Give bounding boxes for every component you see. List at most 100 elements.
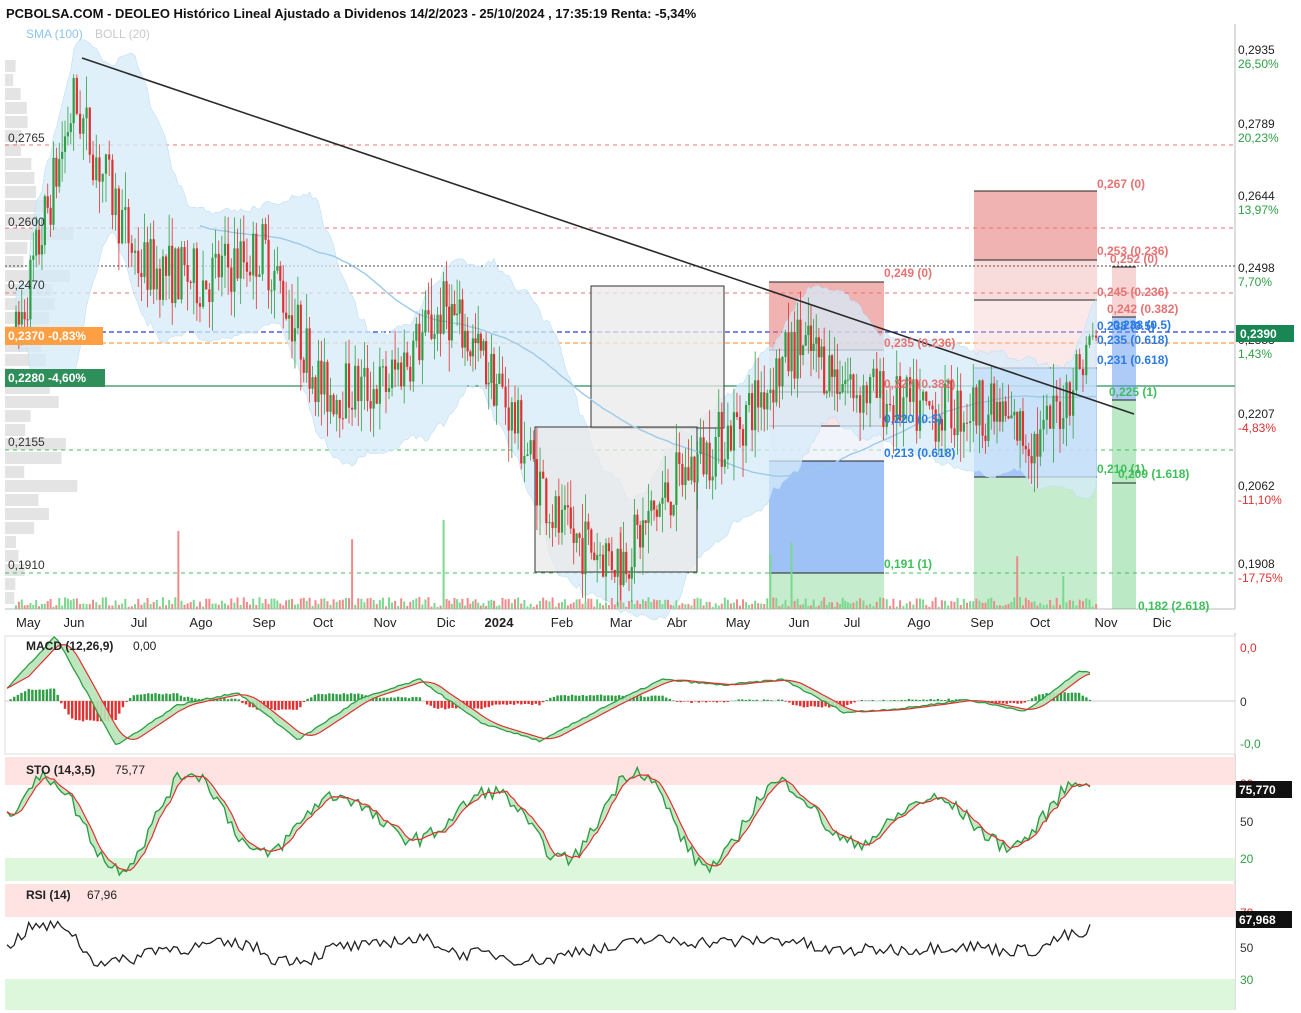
candle-body: [412, 340, 415, 382]
volume-bar: [52, 606, 55, 609]
volume-bar: [202, 606, 205, 609]
volume-bar: [940, 600, 943, 609]
candle-body: [809, 325, 813, 352]
candle-body: [146, 242, 149, 290]
fib-zone-green: [769, 573, 884, 609]
volume-bar: [607, 605, 610, 609]
macd-histogram-bar: [436, 701, 440, 709]
volume-bar: [1013, 597, 1016, 609]
fib-label: 0,225 (1): [1109, 385, 1157, 399]
volume-bar: [326, 601, 329, 609]
macd-histogram-bar: [241, 701, 244, 704]
candle-body: [833, 369, 836, 377]
volume-bar: [485, 605, 488, 609]
candle-body: [581, 537, 584, 575]
volume-profile-bar: [5, 158, 32, 170]
macd-histogram-bar: [67, 701, 70, 715]
candle-body: [1075, 354, 1078, 391]
volume-bar: [895, 606, 898, 609]
candle-body: [1085, 344, 1088, 376]
candle-body: [1078, 354, 1081, 369]
candle-body: [940, 419, 944, 431]
macd-histogram-bar: [81, 701, 85, 722]
macd-histogram-bar: [867, 700, 871, 701]
volume-bar: [40, 603, 43, 609]
volume-bar: [415, 598, 418, 609]
macd-histogram-bar: [799, 701, 802, 707]
candle-body: [647, 510, 650, 523]
green-price-tag: [5, 369, 105, 387]
macd-histogram-bar: [63, 701, 67, 709]
orange-price-tag-text: 0,2370 -0,83%: [8, 329, 86, 343]
volume-bar: [726, 599, 729, 609]
candle-body: [563, 505, 567, 510]
volume-profile-bar: [5, 214, 41, 226]
candle-body: [149, 239, 152, 290]
macd-histogram-bar: [1030, 698, 1034, 701]
volume-profile-bar: [5, 438, 66, 450]
candle-body: [415, 323, 418, 341]
candle-body: [302, 359, 305, 373]
candle-body: [846, 379, 849, 381]
macd-histogram-bar: [237, 699, 241, 701]
candle-body: [741, 429, 745, 446]
volume-bar: [384, 606, 387, 609]
macd-histogram-bar: [451, 701, 454, 708]
volume-bar: [919, 598, 922, 609]
candle-body: [799, 319, 802, 356]
candle-body: [477, 333, 480, 344]
volume-bar: [760, 603, 763, 609]
volume-bar: [323, 598, 326, 609]
macd-histogram-bar: [393, 697, 396, 701]
macd-histogram-bar: [306, 698, 309, 701]
volume-bar: [1059, 604, 1062, 609]
volume-bar: [532, 606, 535, 609]
macd-histogram-bar: [1059, 693, 1063, 701]
volume-bar: [448, 600, 451, 609]
candle-body: [751, 393, 754, 431]
volume-bar: [61, 605, 64, 609]
macd-histogram-bar: [889, 700, 892, 701]
macd-histogram-bar: [502, 701, 505, 705]
candle-body: [862, 385, 865, 413]
volume-bar: [517, 597, 520, 609]
candle-body: [557, 496, 560, 533]
volume-bar: [242, 597, 245, 609]
macd-histogram-bar: [922, 699, 925, 701]
candle-body: [1065, 382, 1068, 418]
macd-tick: 0: [1240, 695, 1247, 709]
volume-profile-bar: [5, 172, 35, 184]
volume-bar: [956, 597, 959, 609]
candle-body: [1007, 416, 1010, 419]
volume-bar: [653, 599, 656, 609]
macd-histogram-bar: [925, 699, 929, 701]
macd-line: [6, 635, 1091, 746]
volume-bar: [717, 605, 720, 609]
volume-bar: [291, 599, 294, 609]
volume-bar: [675, 600, 678, 609]
candle-body: [384, 366, 388, 392]
candle-body: [1004, 401, 1007, 417]
candle-body: [285, 312, 288, 319]
candle-body: [442, 281, 445, 334]
volume-bar: [551, 597, 554, 609]
price-tick: 0,2789: [1238, 117, 1275, 131]
volume-bar: [442, 520, 445, 609]
price-tick: 0,2935: [1238, 43, 1275, 57]
candle-body: [436, 314, 439, 334]
volume-bar: [198, 601, 201, 609]
candle-body: [366, 367, 369, 402]
fib-label: 0,267 (0): [1097, 177, 1145, 191]
volume-bar: [912, 604, 915, 609]
volume-bar: [406, 605, 409, 609]
volume-profile-bar: [5, 74, 14, 86]
macd-histogram-bar: [34, 689, 38, 701]
candle-body: [772, 389, 775, 403]
volume-bar: [882, 597, 885, 609]
candle-body: [49, 207, 52, 225]
volume-bar: [841, 597, 844, 609]
volume-bar: [320, 598, 323, 609]
volume-bar: [227, 605, 230, 609]
volume-bar: [633, 604, 636, 609]
macd-histogram-bar: [444, 701, 447, 710]
